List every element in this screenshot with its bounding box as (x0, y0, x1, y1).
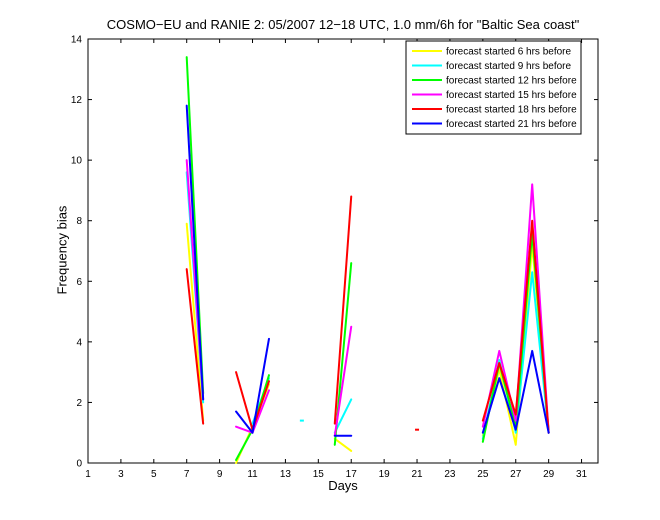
series-lines (185, 56, 550, 464)
x-tick-label: 17 (346, 469, 358, 480)
legend-label: forecast started 21 hrs before (446, 119, 577, 130)
y-tick-label: 14 (71, 35, 83, 46)
y-tick-label: 2 (76, 398, 82, 409)
legend-label: forecast started 9 hrs before (446, 61, 572, 72)
y-tick-label: 10 (71, 156, 83, 167)
series-line-1 (333, 437, 353, 452)
y-tick-label: 12 (71, 95, 83, 106)
x-tick-label: 5 (151, 469, 157, 480)
x-tick-label: 9 (217, 469, 223, 480)
x-tick-label: 11 (247, 469, 258, 480)
x-tick-label: 7 (184, 469, 190, 480)
legend: forecast started 6 hrs before forecast st… (405, 40, 582, 135)
legend-label: forecast started 12 hrs before (446, 76, 577, 87)
legend-label: forecast started 15 hrs before (446, 90, 577, 101)
x-tick-label: 15 (313, 469, 325, 480)
series-line-6 (481, 349, 550, 434)
x-tick-label: 1 (85, 469, 91, 480)
y-tick-label: 8 (76, 216, 82, 227)
x-tick-label: 19 (379, 469, 391, 480)
series-line-6 (185, 104, 205, 401)
legend-label: forecast started 18 hrs before (446, 105, 577, 116)
series-line-2 (333, 398, 353, 434)
series-line-5 (481, 219, 550, 434)
series-line-4 (333, 325, 353, 437)
y-tick-label: 0 (76, 459, 82, 470)
series-line-1 (185, 222, 205, 422)
x-axis-label: Days (328, 478, 358, 493)
series-line-4 (481, 183, 550, 434)
series-line-5 (333, 195, 353, 425)
y-tick-label: 4 (76, 337, 82, 348)
legend-box (405, 40, 582, 135)
x-tick-label: 21 (411, 469, 423, 480)
series-line-5 (185, 268, 205, 425)
x-tick-label: 31 (576, 469, 588, 480)
series-line-6 (235, 337, 270, 434)
chart-title: COSMO−EU and RANIE 2: 05/2007 12−18 UTC,… (106, 17, 580, 32)
x-tick-label: 3 (118, 469, 124, 480)
x-tick-label: 13 (280, 469, 292, 480)
legend-label: forecast started 6 hrs before (446, 47, 572, 58)
x-tick-label: 29 (543, 469, 555, 480)
x-tick-label: 25 (477, 469, 489, 480)
x-tick-label: 27 (510, 469, 522, 480)
y-axis-label: Frequency bias (54, 205, 70, 295)
x-tick-label: 23 (444, 469, 456, 480)
y-tick-label: 6 (76, 277, 82, 288)
